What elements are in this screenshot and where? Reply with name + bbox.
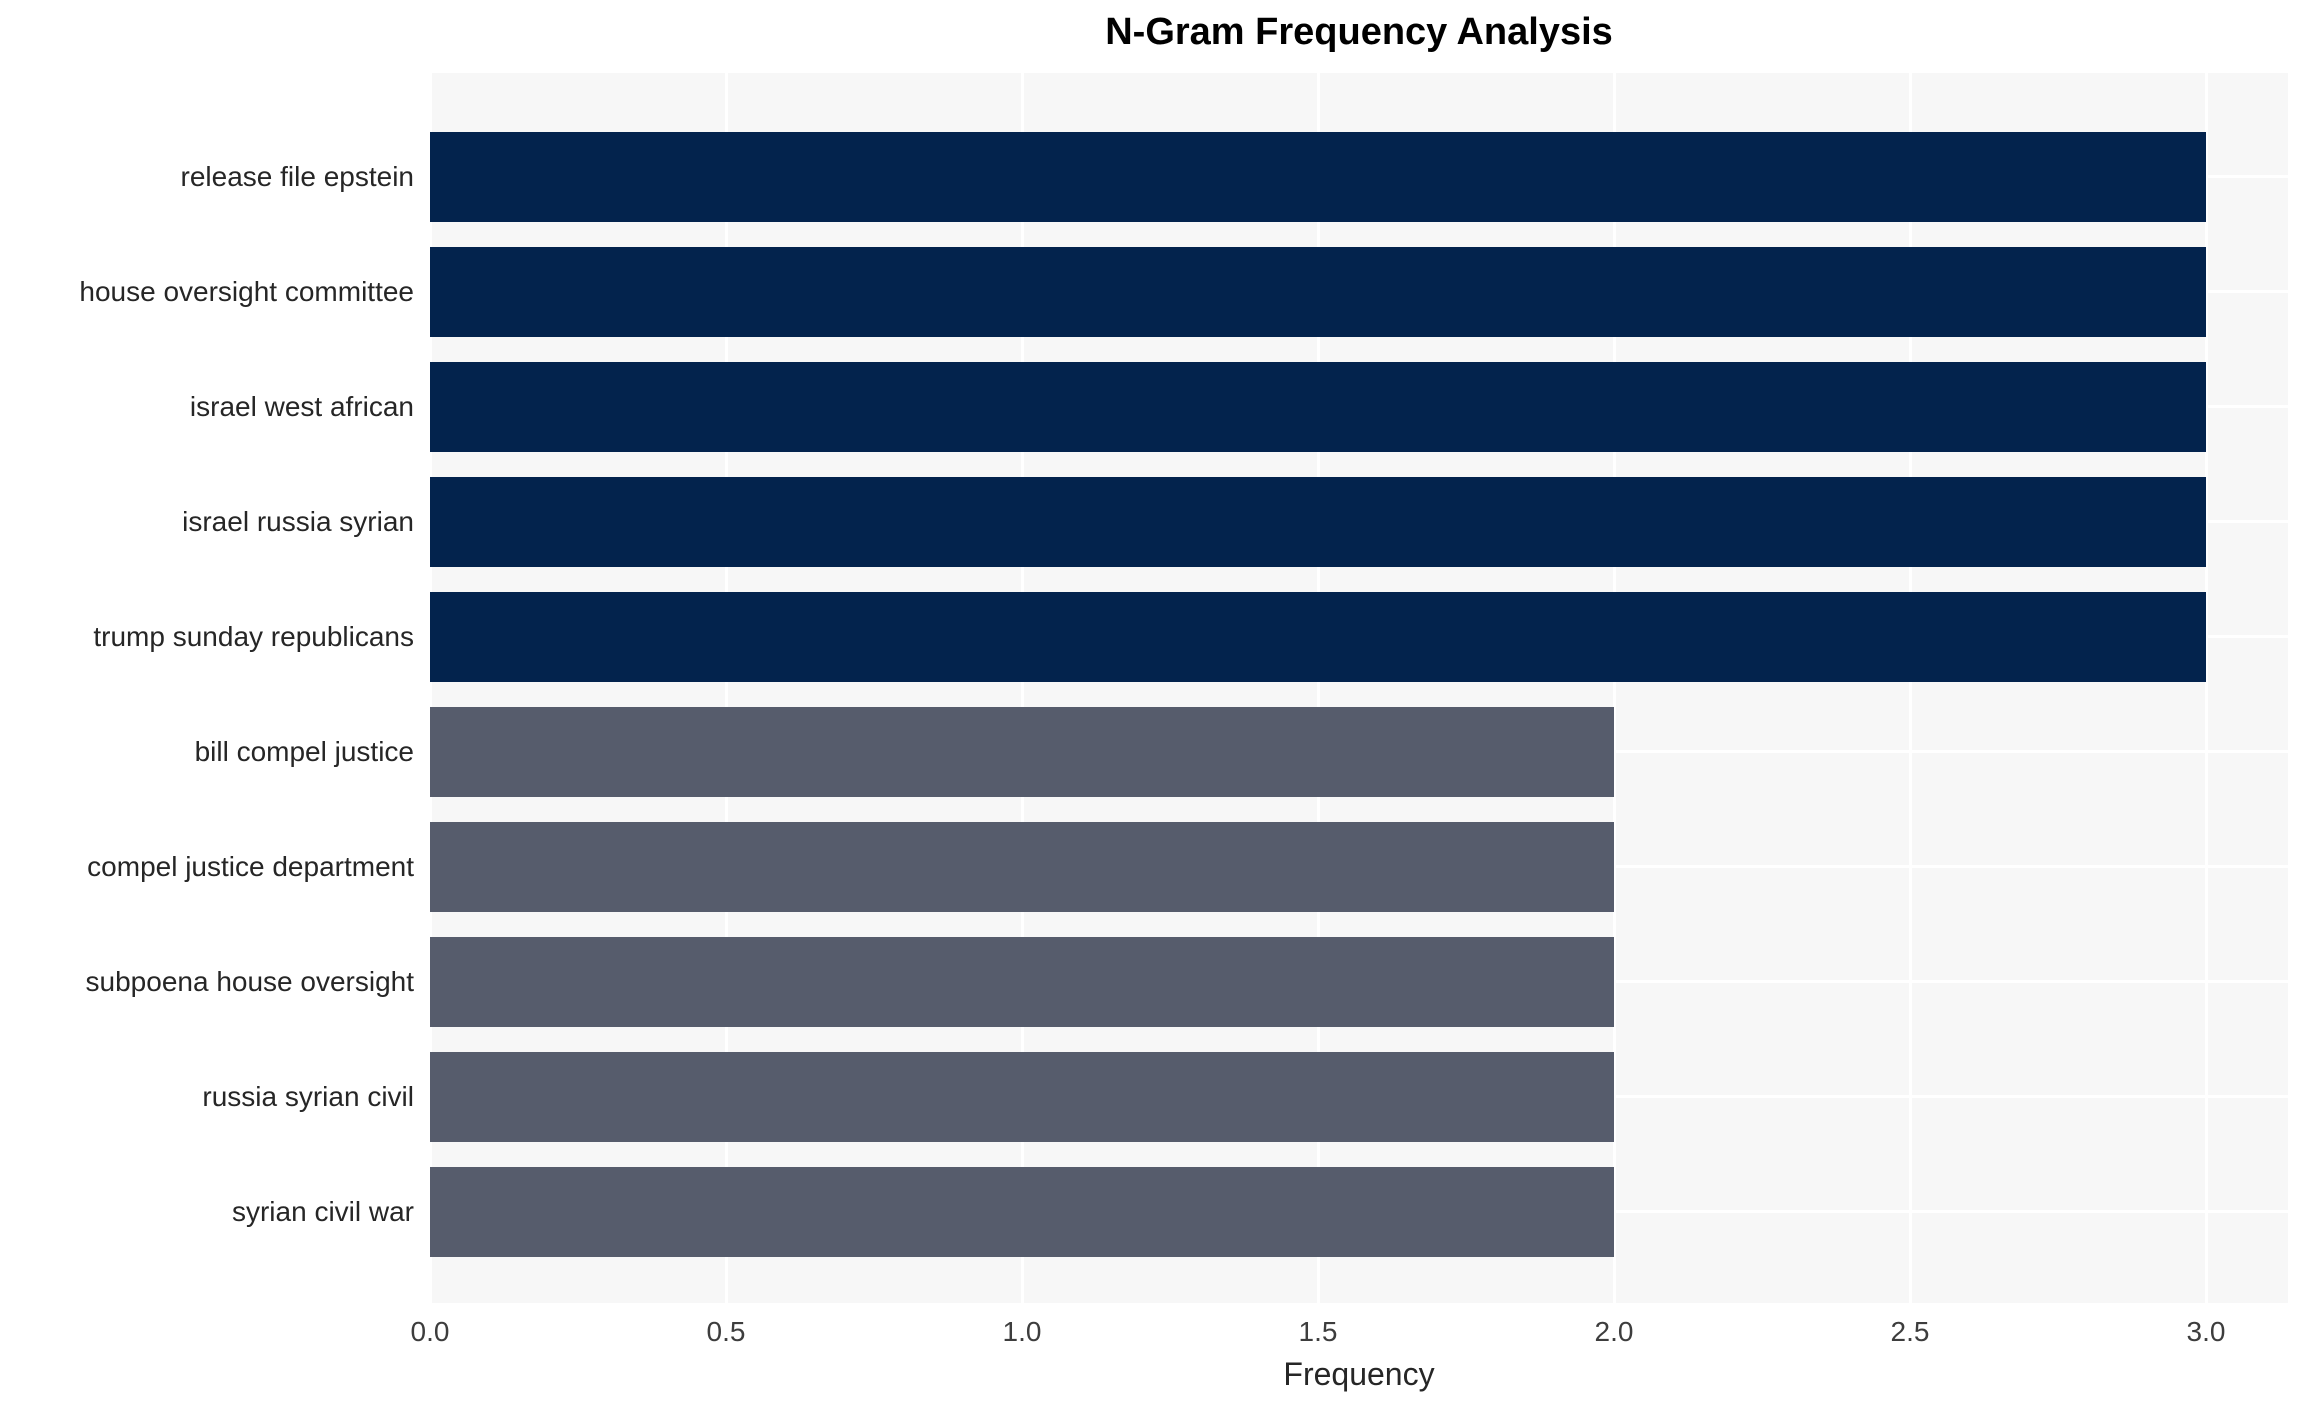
y-axis-label: trump sunday republicans xyxy=(93,620,414,652)
x-axis-label: Frequency xyxy=(1283,1356,1435,1392)
y-axis-label: release file epstein xyxy=(180,160,414,192)
y-axis-label: bill compel justice xyxy=(194,735,414,767)
bar-trump-sunday-republicans xyxy=(430,591,2206,682)
x-axis-tick: 2.0 xyxy=(1594,1316,1634,1347)
chart-title: N-Gram Frequency Analysis xyxy=(1105,11,1613,53)
grid-vline xyxy=(429,73,432,1303)
grid-vline xyxy=(1909,73,1912,1303)
x-axis-tick: 1.5 xyxy=(1298,1316,1338,1347)
grid-vline xyxy=(1021,73,1024,1303)
x-axis-tick: 3.0 xyxy=(2186,1316,2226,1347)
y-axis-label: russia syrian civil xyxy=(202,1080,414,1112)
x-axis-tick: 0.0 xyxy=(410,1316,450,1347)
y-axis-label: israel russia syrian xyxy=(182,505,414,537)
bar-syrian-civil-war xyxy=(430,1166,1614,1257)
grid-vline xyxy=(2205,73,2208,1303)
x-axis-tick: 2.5 xyxy=(1890,1316,1930,1347)
bar-release-file-epstein xyxy=(430,131,2206,222)
grid-vline xyxy=(725,73,728,1303)
bar-subpoena-house-oversight xyxy=(430,936,1614,1027)
y-axis-label: house oversight committee xyxy=(79,275,414,307)
bar-compel-justice-department xyxy=(430,821,1614,912)
bar-house-oversight-committee xyxy=(430,246,2206,337)
bar-russia-syrian-civil xyxy=(430,1051,1614,1142)
y-axis-label: subpoena house oversight xyxy=(85,965,414,997)
bar-israel-west-african xyxy=(430,361,2206,452)
bar-bill-compel-justice xyxy=(430,706,1614,797)
x-axis-tick: 0.5 xyxy=(706,1316,746,1347)
x-axis-tick: 1.0 xyxy=(1002,1316,1042,1347)
grid-vline xyxy=(1317,73,1320,1303)
plot-area xyxy=(429,73,2288,1303)
bar-israel-russia-syrian xyxy=(430,476,2206,567)
y-axis-label: compel justice department xyxy=(87,850,414,882)
y-axis-label: syrian civil war xyxy=(231,1195,414,1227)
y-axis-label: israel west african xyxy=(189,390,414,422)
grid-vline xyxy=(1613,73,1616,1303)
